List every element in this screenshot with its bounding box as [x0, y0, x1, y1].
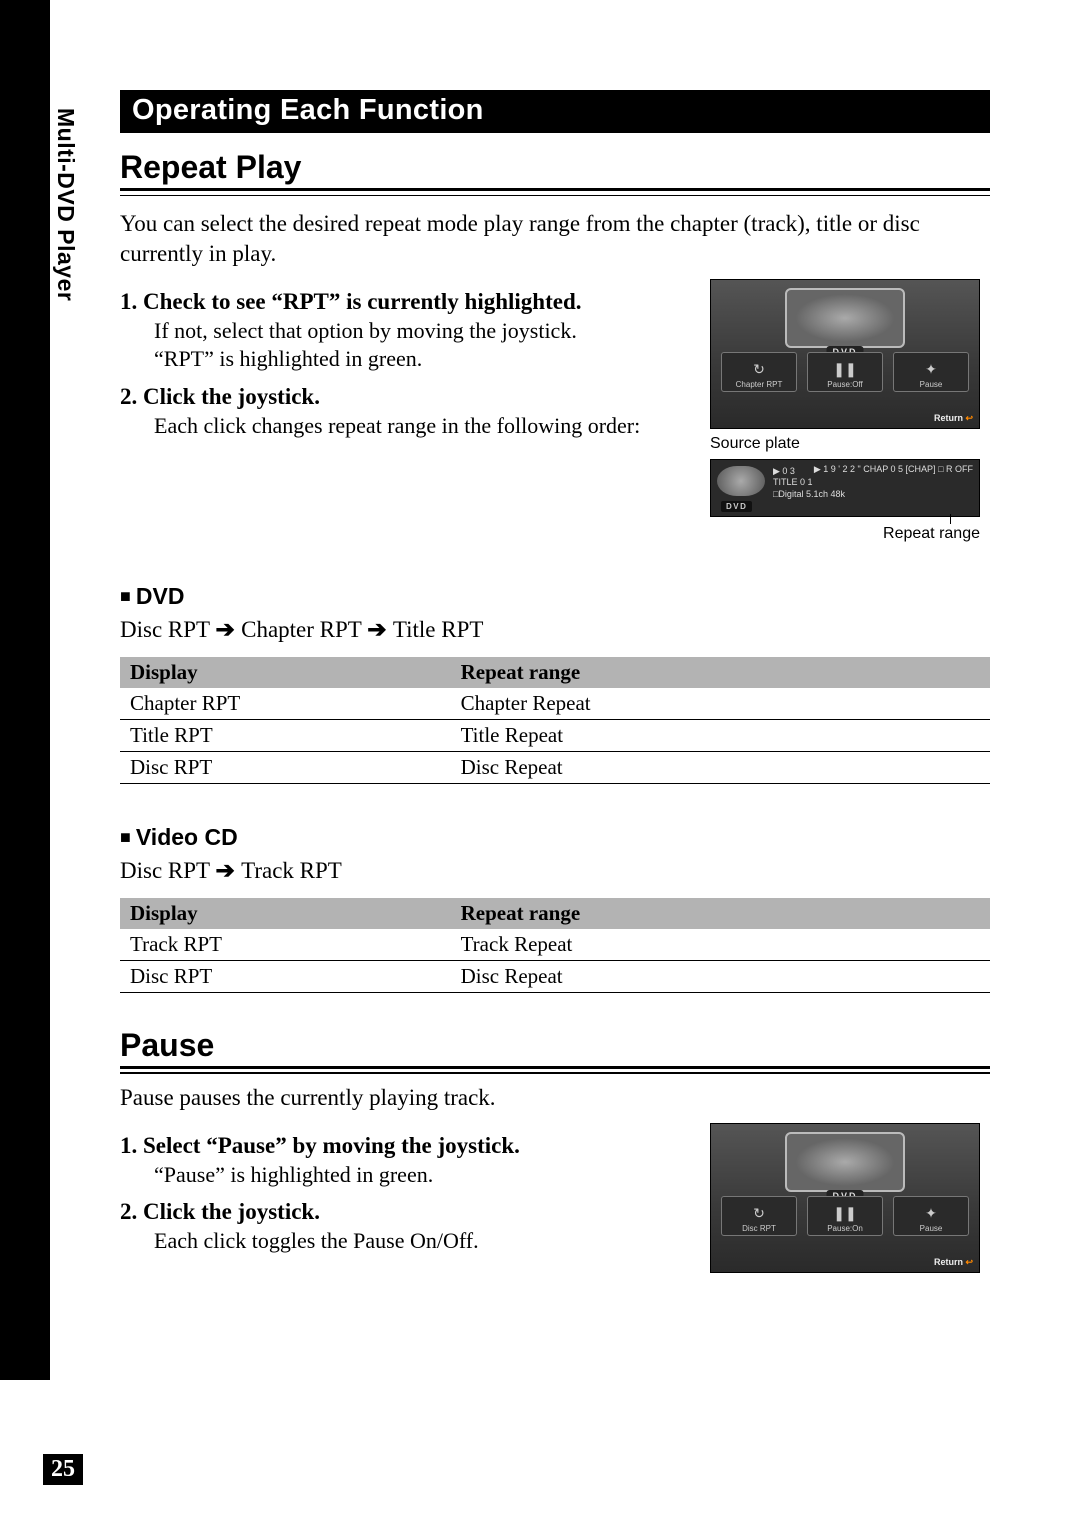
btn-label: Pause:Off — [827, 380, 862, 389]
videocd-subheading: Video CD — [120, 824, 990, 851]
source-plate-right-text: ▶ 1 9 ' 2 2 " CHAP 0 5 [CHAP] □ R OFF — [814, 464, 973, 476]
arrow-icon: ➔ — [367, 616, 393, 642]
pgm-icon: ✦ — [925, 1205, 937, 1222]
screenshot-btn-pause: ✦ Pause — [893, 1196, 969, 1236]
pause-step-1: 1. Select “Pause” by moving the joystick… — [120, 1133, 686, 1190]
repeat-screenshot: DVD ↻ Chapter RPT ❚❚ Pause:Off ✦ Pause Retu… — [710, 279, 980, 429]
dvd-badge-small: DVD — [721, 501, 752, 512]
side-label: Multi-DVD Player — [52, 108, 79, 301]
col-header-display: Display — [120, 657, 451, 688]
screenshot-button-row: ↻ Disc RPT ❚❚ Pause:On ✦ Pause — [721, 1196, 969, 1236]
disc-rpt-icon: ↻ — [753, 1205, 765, 1222]
seq-item: Track RPT — [241, 858, 342, 883]
table-header-row: Display Repeat range — [120, 657, 990, 688]
step-body: If not, select that option by moving the… — [154, 317, 686, 374]
dvd-table: Display Repeat range Chapter RPT Chapter… — [120, 657, 990, 784]
btn-label: Pause:On — [827, 1224, 863, 1233]
cell-range: Track Repeat — [451, 929, 990, 961]
pause-step-2: 2. Click the joystick. Each click toggle… — [120, 1199, 686, 1256]
pause-figure: DVD ↻ Disc RPT ❚❚ Pause:On ✦ Pause Return — [710, 1123, 990, 1273]
repeat-figures: DVD ↻ Chapter RPT ❚❚ Pause:Off ✦ Pause Retu… — [710, 279, 990, 543]
chapter-title-bar: Operating Each Function — [120, 90, 990, 133]
cell-display: Title RPT — [120, 719, 451, 751]
col-header-range: Repeat range — [451, 898, 990, 929]
callout-tick — [950, 514, 951, 524]
page-number: 25 — [43, 1454, 83, 1485]
cell-range: Disc Repeat — [451, 751, 990, 783]
col-header-range: Repeat range — [451, 657, 990, 688]
pause-icon: ❚❚ — [833, 1205, 856, 1222]
disc-graphic: DVD — [785, 288, 905, 348]
arrow-icon: ➔ — [215, 857, 241, 883]
screenshot-btn-pause-on: ❚❚ Pause:On — [807, 1196, 883, 1236]
disc-icon — [717, 466, 765, 496]
btn-label: Pause — [920, 1224, 943, 1233]
step-body-line: If not, select that option by moving the… — [154, 318, 577, 343]
cell-range: Title Repeat — [451, 719, 990, 751]
step-head: 1. Select “Pause” by moving the joystick… — [120, 1133, 686, 1159]
dvd-subheading: DVD — [120, 583, 990, 610]
repeat-range-caption: Repeat range — [710, 525, 980, 543]
btn-label: Pause — [920, 380, 943, 389]
cell-display: Disc RPT — [120, 960, 451, 992]
repeat-intro: You can select the desired repeat mode p… — [120, 209, 990, 269]
source-plate-caption: Source plate — [710, 435, 990, 453]
repeat-heading: Repeat Play — [120, 149, 990, 191]
table-header-row: Display Repeat range — [120, 898, 990, 929]
cell-range: Disc Repeat — [451, 960, 990, 992]
screenshot-btn-pause-off: ❚❚ Pause:Off — [807, 352, 883, 392]
col-header-display: Display — [120, 898, 451, 929]
repeat-two-col: 1. Check to see “RPT” is currently highl… — [120, 279, 990, 543]
seq-item: Chapter RPT — [241, 617, 361, 642]
vcd-sequence: Disc RPT ➔ Track RPT — [120, 857, 990, 884]
chapter-rpt-icon: ↻ — [753, 361, 765, 378]
pause-two-col: 1. Select “Pause” by moving the joystick… — [120, 1123, 990, 1273]
cell-display: Track RPT — [120, 929, 451, 961]
table-row: Title RPT Title Repeat — [120, 719, 990, 751]
screenshot-btn-chapter-rpt: ↻ Chapter RPT — [721, 352, 797, 392]
table-row: Disc RPT Disc Repeat — [120, 960, 990, 992]
cell-display: Disc RPT — [120, 751, 451, 783]
pause-intro: Pause pauses the currently playing track… — [120, 1083, 990, 1113]
table-row: Chapter RPT Chapter Repeat — [120, 688, 990, 720]
seq-item: Disc RPT — [120, 858, 210, 883]
disc-graphic: DVD — [785, 1132, 905, 1192]
pause-heading: Pause — [120, 1027, 990, 1069]
vcd-table: Display Repeat range Track RPT Track Rep… — [120, 898, 990, 993]
left-black-tab — [0, 0, 50, 1380]
repeat-step-1: 1. Check to see “RPT” is currently highl… — [120, 289, 686, 374]
manual-page: Multi-DVD Player Operating Each Function… — [0, 0, 1080, 1533]
content-area: Operating Each Function Repeat Play You … — [120, 90, 990, 1273]
return-label: Return — [934, 413, 973, 424]
arrow-icon: ➔ — [215, 616, 241, 642]
pause-icon: ❚❚ — [833, 361, 856, 378]
pause-screenshot: DVD ↻ Disc RPT ❚❚ Pause:On ✦ Pause Return — [710, 1123, 980, 1273]
pgm-icon: ✦ — [925, 361, 937, 378]
step-head: 2. Click the joystick. — [120, 384, 686, 410]
cell-range: Chapter Repeat — [451, 688, 990, 720]
screenshot-btn-disc-rpt: ↻ Disc RPT — [721, 1196, 797, 1236]
step-body: Each click changes repeat range in the f… — [154, 412, 686, 441]
pause-steps: 1. Select “Pause” by moving the joystick… — [120, 1123, 686, 1256]
step-head: 1. Check to see “RPT” is currently highl… — [120, 289, 686, 315]
seq-item: Title RPT — [393, 617, 484, 642]
step-body-line: “RPT” is highlighted in green. — [154, 346, 422, 371]
source-plate: DVD ▶ 0 3 TITLE 0 1 □Digital 5.1ch 48k ▶… — [710, 459, 980, 517]
return-label: Return — [934, 1257, 973, 1268]
repeat-steps: 1. Check to see “RPT” is currently highl… — [120, 279, 686, 441]
repeat-step-2: 2. Click the joystick. Each click change… — [120, 384, 686, 441]
btn-label: Chapter RPT — [736, 380, 783, 389]
seq-item: Disc RPT — [120, 617, 210, 642]
step-body: Each click toggles the Pause On/Off. — [154, 1227, 686, 1256]
step-head: 2. Click the joystick. — [120, 1199, 686, 1225]
table-row: Track RPT Track Repeat — [120, 929, 990, 961]
cell-display: Chapter RPT — [120, 688, 451, 720]
screenshot-btn-pause: ✦ Pause — [893, 352, 969, 392]
dvd-sequence: Disc RPT ➔ Chapter RPT ➔ Title RPT — [120, 616, 990, 643]
table-row: Disc RPT Disc Repeat — [120, 751, 990, 783]
btn-label: Disc RPT — [742, 1224, 776, 1233]
screenshot-button-row: ↻ Chapter RPT ❚❚ Pause:Off ✦ Pause — [721, 352, 969, 392]
step-body: “Pause” is highlighted in green. — [154, 1161, 686, 1190]
